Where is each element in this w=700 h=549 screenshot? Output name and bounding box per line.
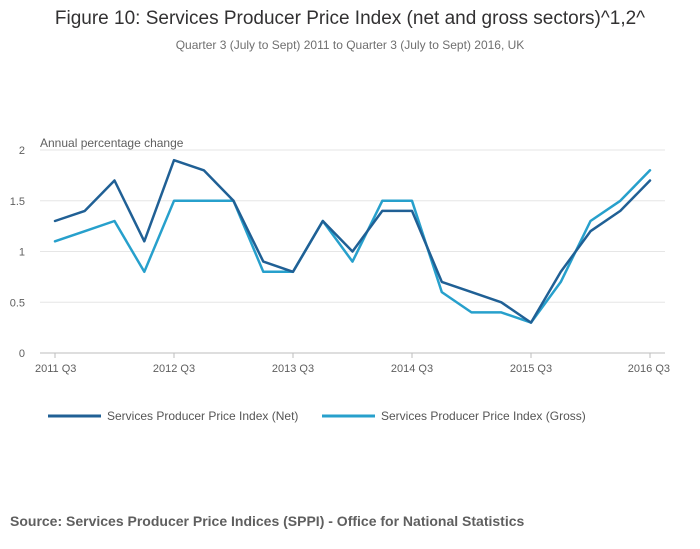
legend: Services Producer Price Index (Net) Servi…: [48, 409, 586, 423]
series-lines: [53, 158, 652, 324]
y-tick-label: 0: [19, 348, 25, 360]
x-tick-label: 2011 Q3: [35, 363, 76, 375]
x-tick-label: 2015 Q3: [510, 363, 552, 375]
x-tick-label: 2016 Q3: [628, 363, 670, 375]
series-line-net: [53, 158, 652, 324]
gridlines: [40, 149, 665, 303]
x-tick-label: 2014 Q3: [391, 363, 433, 375]
chart-title: Figure 10: Services Producer Price Index…: [54, 8, 646, 29]
y-tick-label: 2: [19, 145, 25, 157]
axes: 0 0.5 1 1.5 2 2011 Q3 2012 Q3 2013 Q3 2014 Q3 201…: [10, 145, 670, 375]
x-tick-label: 2013 Q3: [272, 363, 314, 375]
chart-subtitle: Quarter 3 (July to Sept) 2011 to Quarter…: [175, 38, 525, 52]
source-note: Source: Services Producer Price Indices …: [10, 513, 525, 529]
y-tick-label: 0.5: [10, 297, 25, 309]
y-axis-label: Annual percentage change: [40, 136, 184, 150]
legend-label-gross: Services Producer Price Index (Gross): [381, 409, 586, 423]
series-line-gross: [53, 169, 652, 324]
x-tick-label: 2012 Q3: [153, 363, 195, 375]
legend-label-net: Services Producer Price Index (Net): [107, 409, 298, 423]
y-tick-label: 1: [19, 247, 25, 259]
y-tick-label: 1.5: [10, 196, 25, 208]
